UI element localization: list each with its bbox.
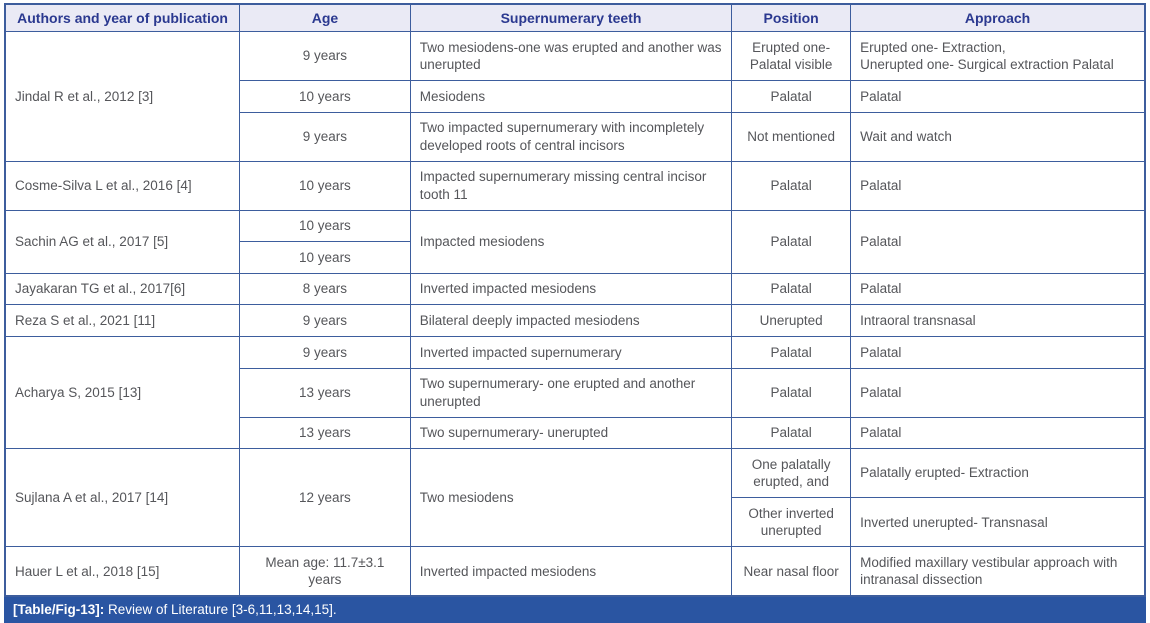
approach-cell: Inverted unerupted- Transnasal [850,497,1146,548]
teeth-cell: Bilateral deeply impacted mesiodens [409,304,733,338]
author-cell: Jayakaran TG et al., 2017[6] [4,272,241,306]
table-row: Hauer L et al., 2018 [15] Mean age: 11.7… [4,546,1146,597]
table-row: Sujlana A et al., 2017 [14] 12 years Two… [4,448,1146,548]
author-cell: Jindal R et al., 2012 [3] [4,31,241,162]
age-cell: 13 years [239,416,411,450]
position-cell: Palatal [731,416,852,450]
table-row: Other inverted unerupted Inverted unerup… [5,497,1146,548]
teeth-cell: Inverted impacted mesiodens [409,272,733,306]
age-cell: Mean age: 11.7±3.1 years [239,546,411,597]
age-cell: 9 years [239,30,411,82]
table-row: Sachin AG et al., 2017 [5] 10 years Impa… [4,209,1146,274]
table-row: 13 years Two supernumerary- unerupted Pa… [5,416,1146,450]
page: Authors and year of publication Age Supe… [4,3,1146,623]
author-cell: Acharya S, 2015 [13] [4,336,241,450]
header-row: Authors and year of publication Age Supe… [4,3,1146,32]
teeth-cell: Impacted supernumerary missing central i… [409,160,733,211]
teeth-cell: Two impacted supernumerary with incomple… [409,111,733,162]
approach-cell: Wait and watch [850,111,1146,162]
literature-review-table: Authors and year of publication Age Supe… [4,3,1146,598]
position-cell: Other inverted unerupted [731,497,852,548]
age-cell: 9 years [239,336,411,369]
teeth-cell: Two mesiodens-one was erupted and anothe… [409,30,733,82]
table-row: 13 years Two supernumerary- one erupted … [5,367,1146,418]
approach-cell: Palatal [850,272,1146,306]
caption-label: [Table/Fig-13]: [13,602,105,618]
teeth-cell: Inverted impacted supernumerary [409,336,733,369]
approach-cell: Palatal [850,80,1146,113]
author-cell: Hauer L et al., 2018 [15] [4,546,241,597]
age-cell: 10 years [239,160,411,211]
col-header-position: Position [731,3,852,32]
author-cell: Sujlana A et al., 2017 [14] [4,448,241,548]
table-row: Jayakaran TG et al., 2017[6] 8 years Inv… [4,272,1146,306]
age-cell: 13 years [239,367,411,418]
position-cell: Palatal [731,80,852,113]
age-cell: 9 years [239,111,411,162]
age-cell: 12 years [239,448,411,548]
position-cell: Palatal [731,209,852,274]
table-row: Acharya S, 2015 [13] 9 years Inverted im… [4,336,1146,450]
position-cell: Palatal [731,272,852,306]
col-header-approach: Approach [850,3,1146,32]
position-cell: Near nasal floor [731,546,852,597]
age-cell: 10 years [239,80,411,113]
approach-cell: Palatal [850,367,1146,418]
table-row: 10 years Mesiodens Palatal Palatal [5,80,1146,113]
teeth-cell: Two supernumerary- unerupted [409,416,733,450]
approach-cell: Palatal [850,416,1146,450]
approach-cell: Palatally erupted- Extraction [850,448,1146,499]
position-cell: Palatal [731,336,852,369]
caption-text: Review of Literature [3-6,11,13,14,15]. [104,602,337,618]
table-row: Cosme-Silva L et al., 2016 [4] 10 years … [4,160,1146,211]
approach-cell: Palatal [850,336,1146,369]
position-cell: Unerupted [731,304,852,338]
position-cell: Palatal [731,367,852,418]
teeth-cell: Impacted mesiodens [409,209,733,274]
age-cell: 8 years [239,272,411,306]
table-caption: [Table/Fig-13]: Review of Literature [3-… [4,597,1146,623]
approach-cell: Intraoral transnasal [850,304,1146,338]
approach-cell: Palatal [850,209,1146,274]
table-row: Reza S et al., 2021 [11] 9 years Bilater… [4,304,1146,338]
teeth-cell: Two mesiodens [409,448,733,548]
approach-cell: Erupted one- Extraction, Unerupted one- … [850,30,1146,82]
age-cell: 10 years [239,209,411,243]
teeth-cell: Mesiodens [409,80,733,113]
teeth-cell: Inverted impacted mesiodens [409,546,733,597]
teeth-cell: Two supernumerary- one erupted and anoth… [409,367,733,418]
col-header-teeth: Supernumerary teeth [409,3,733,32]
col-header-authors: Authors and year of publication [4,3,241,32]
table-row: 9 years Two impacted supernumerary with … [5,111,1146,162]
approach-cell: Palatal [850,160,1146,211]
position-cell: One palatally erupted, and [731,448,852,499]
age-cell: 9 years [239,304,411,338]
author-cell: Sachin AG et al., 2017 [5] [4,209,241,274]
age-cell: 10 years [239,241,411,274]
position-cell: Palatal [731,160,852,211]
author-cell: Reza S et al., 2021 [11] [4,304,241,338]
position-cell: Not mentioned [731,111,852,162]
approach-cell: Modified maxillary vestibular approach w… [850,546,1146,597]
author-cell: Cosme-Silva L et al., 2016 [4] [4,160,241,211]
col-header-age: Age [239,3,411,32]
table-row: Jindal R et al., 2012 [3] 9 years Two me… [4,30,1146,162]
position-cell: Erupted one- Palatal visible [731,30,852,82]
table-row: 10 years [5,241,1145,274]
